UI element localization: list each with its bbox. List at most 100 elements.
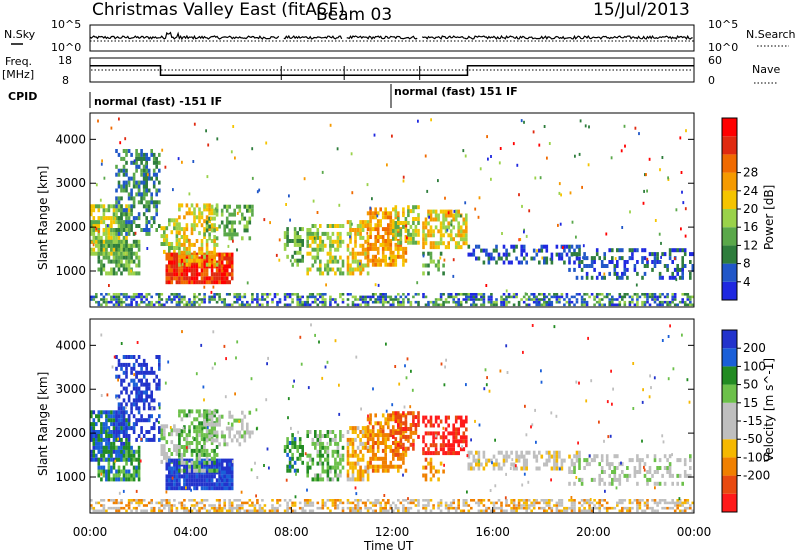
power-colorbar-segment-1 (722, 263, 737, 282)
velocity-cell (502, 458, 506, 463)
power-cell (168, 264, 171, 269)
velocity-cell (163, 452, 166, 456)
velocity-cell (399, 430, 403, 435)
power-cell (112, 228, 116, 232)
power-cell (117, 251, 121, 256)
power-cell (359, 228, 362, 232)
power-cell (442, 213, 445, 218)
power-ground-cell (646, 293, 649, 296)
power-cell (203, 272, 206, 277)
velocity-cell (178, 441, 181, 445)
power-scatter-cell (246, 281, 249, 285)
power-cell (195, 276, 199, 281)
velocity-ground-cell (132, 506, 136, 510)
velocity-cell (429, 451, 433, 456)
power-cell (404, 250, 408, 255)
power-cell (623, 271, 627, 276)
power-colorbar-label-4: 20 (743, 202, 758, 216)
power-cell (158, 200, 161, 205)
power-cell (230, 236, 234, 241)
velocity-cell (180, 433, 184, 438)
velocity-ground-cell (137, 499, 141, 502)
velocity-cell (598, 477, 601, 482)
velocity-ground-cell (540, 506, 544, 510)
velocity-ground-cell (92, 509, 96, 513)
velocity-cell (198, 409, 201, 414)
power-colorbar-segment-0 (722, 281, 737, 300)
velocity-ground-cell (331, 504, 335, 507)
velocity-cell (412, 419, 415, 424)
freq-label: Freq. (5, 55, 32, 68)
velocity-cell (389, 448, 393, 453)
velocity-cell (286, 445, 289, 449)
power-ground-cell (165, 298, 169, 301)
power-cell (381, 239, 385, 243)
velocity-ground-cell (462, 499, 466, 502)
power-ground-cell (170, 293, 174, 296)
velocity-cell (369, 429, 372, 434)
velocity-ground-cell (271, 506, 274, 510)
velocity-cell (112, 461, 116, 466)
power-ground-cell (198, 303, 201, 307)
power-cell (293, 239, 297, 243)
power-cell (135, 152, 138, 157)
velocity-ground-cell (447, 509, 450, 513)
power-cell (115, 200, 118, 205)
power-cell (112, 212, 116, 217)
power-cell (427, 229, 430, 234)
velocity-ground-cell (273, 509, 277, 513)
power-cell (467, 252, 471, 257)
velocity-cell (336, 465, 340, 470)
velocity-cell (130, 378, 133, 383)
velocity-cell (200, 482, 204, 487)
velocity-cell (105, 437, 108, 442)
power-ground-cell (301, 295, 304, 299)
velocity-cell (361, 441, 365, 446)
power-ground-cell (568, 298, 571, 301)
power-cell (424, 237, 428, 242)
velocity-cell (558, 450, 561, 455)
velocity-cell (213, 460, 216, 465)
velocity-cell (442, 435, 445, 440)
power-cell (293, 235, 297, 239)
velocity-cell (195, 474, 199, 479)
power-cell (188, 211, 191, 216)
power-cell (92, 208, 96, 213)
power-ground-cell (414, 300, 418, 304)
power-cell (210, 280, 214, 285)
velocity-cell (158, 382, 161, 387)
power-cell (203, 207, 206, 212)
power-cell (397, 254, 400, 259)
power-scatter-cell (682, 201, 685, 205)
power-cell (102, 239, 106, 244)
velocity-cell (447, 447, 450, 452)
power-cell (90, 224, 93, 228)
power-cell (374, 246, 377, 251)
velocity-cell (339, 461, 342, 466)
velocity-cell (135, 358, 138, 363)
power-ground-cell (198, 298, 201, 301)
velocity-ground-cell (467, 509, 471, 513)
power-cell (394, 215, 398, 220)
power-ground-cell (683, 300, 687, 304)
velocity-cell (241, 418, 244, 423)
power-cell (173, 249, 176, 254)
power-cell (185, 203, 189, 208)
power-cell (117, 224, 121, 228)
power-cell (454, 213, 458, 218)
power-scatter-cell (125, 252, 128, 256)
velocity-ground-cell (175, 509, 179, 513)
velocity-ground-cell (376, 501, 380, 505)
power-cell (115, 255, 118, 260)
velocity-ground-cell (120, 506, 123, 510)
power-cell (334, 239, 337, 244)
power-cell (203, 235, 206, 239)
velocity-cell (210, 441, 214, 445)
power-cell (394, 242, 398, 247)
power-cell (681, 271, 684, 276)
power-cell (678, 275, 682, 280)
power-cell (170, 256, 174, 261)
power-cell (560, 256, 564, 261)
power-cell (190, 211, 194, 216)
velocity-cell (392, 413, 395, 418)
